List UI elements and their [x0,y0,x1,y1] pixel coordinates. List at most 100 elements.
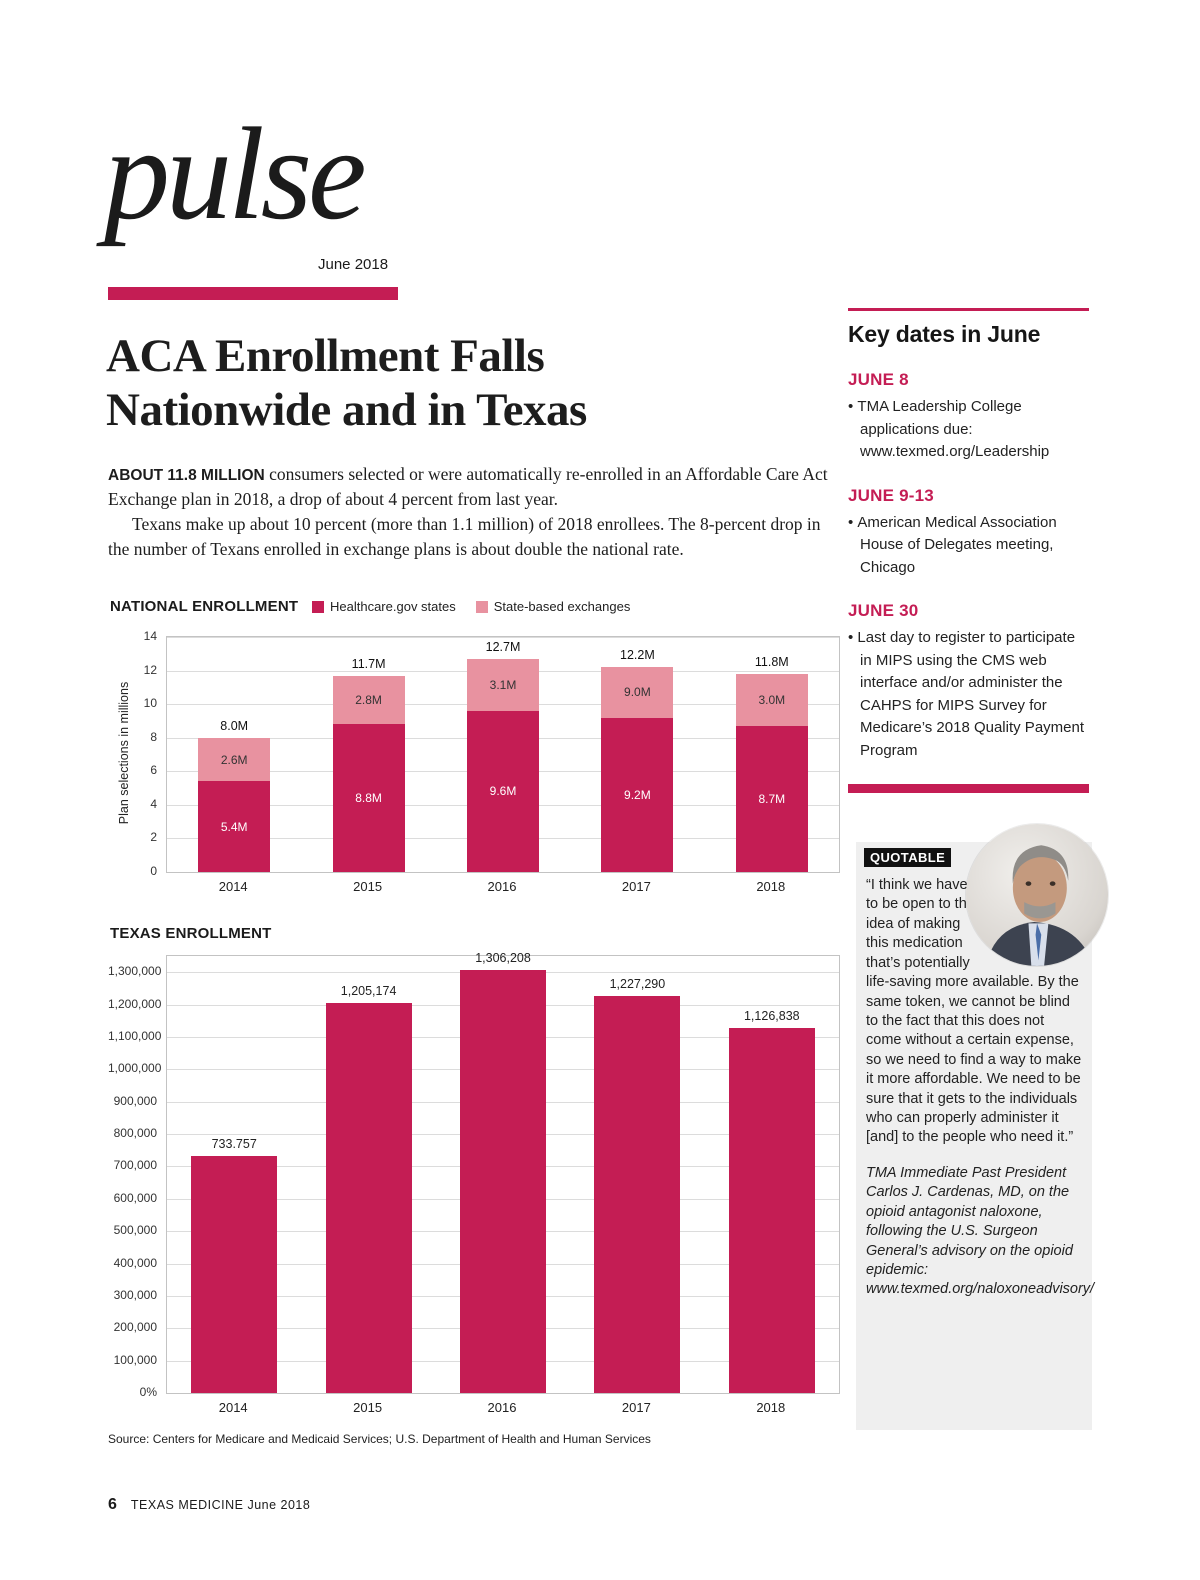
bar-segment-2017: 9.0M [601,667,674,718]
texas-chart-title: TEXAS ENROLLMENT [110,925,272,942]
key-dates-sidebar: Key dates in June JUNE 8 TMA Leadership … [848,308,1089,793]
bar-segment-label: 9.0M [624,685,651,700]
y-tick-label: 1,000,000 [108,1061,162,1076]
x-tick-label: 2018 [756,1400,786,1415]
quotable-photo [966,824,1108,966]
bar-segment-2016 [460,970,546,1393]
quote-body: “I think we have to be open to the idea … [866,877,1082,1146]
bar-value-label: 1,306,208 [475,951,531,966]
article-lead: ABOUT 11.8 MILLION consumers selected or… [108,462,838,512]
y-tick-label: 200,000 [113,1320,157,1335]
x-tick-label: 2016 [487,1400,517,1415]
x-tick-label: 2018 [756,879,786,894]
article-paragraph-2: Texans make up about 10 percent (more th… [108,514,821,559]
bar-segment-label: 2.6M [220,752,248,767]
texas-enrollment-chart: TEXAS ENROLLMENT 733.757 1,205,174 1,306,2… [108,925,843,1430]
y-tick-label: 100,000 [113,1352,157,1367]
bar-segment-label: 3.0M [758,693,786,707]
bar-segment-2018: 8.7M [735,726,808,872]
bar-segment-2014 [191,1155,278,1393]
gridline [167,637,839,638]
bar-segment-label: 9.2M [624,787,651,802]
key-date-june-30: JUNE 30 Last day to register to particip… [848,601,1089,762]
article-title: ACA Enrollment Falls Nationwide and in Te… [106,330,846,437]
y-tick-label: 900,000 [113,1093,157,1108]
article-lead-bold: ABOUT 11.8 MILLION [108,467,265,484]
bar-value-label: 733.757 [211,1136,257,1151]
x-tick-label: 2016 [487,879,517,894]
brand-rule [108,287,398,300]
page-footer: 6 TEXAS MEDICINE June 2018 [108,1496,310,1514]
bar-value-label: 1,126,838 [743,1009,800,1024]
bar-total-label: 12.2M [620,648,655,663]
y-tick-label: 12 [143,662,157,677]
legend-label-healthcaregov: Healthcare.gov states [330,599,456,614]
bar-segment-2014: 2.6M [198,737,271,782]
bar-segment-2015: 8.8M [332,724,405,872]
event-date: JUNE 30 [848,601,919,620]
y-tick-label: 1,200,000 [108,996,162,1011]
national-enrollment-chart: NATIONAL ENROLLMENT Healthcare.gov state… [108,598,843,916]
event-description: American Medical Association House of De… [848,512,1089,580]
legend-item-healthcaregov: Healthcare.gov states [312,599,456,614]
x-tick-label: 2015 [353,879,383,894]
y-tick-label: 8 [150,729,157,744]
bar-segment-2016: 9.6M [467,710,539,872]
issue-date: June 2018 [318,256,389,273]
chart-plot-area: 5.4M 2.6M 8.0M 8.8M 2.8M 11.7M 9.6M 3.1M 12.7M 9.… [166,636,840,873]
x-tick-label: 2017 [621,879,651,894]
y-tick-label: 4 [150,796,157,811]
chart-legend: Healthcare.gov states State-based exchan… [312,599,630,614]
quote-text: “I think we have to be open to the idea … [866,876,1082,1148]
bar-total-label: 11.7M [351,656,386,671]
x-tick-label: 2014 [218,879,248,894]
quotable-label: QUOTABLE [864,848,952,867]
y-tick-label: 800,000 [113,1126,157,1140]
article-title-line1: ACA Enrollment Falls [106,330,545,382]
event-description: Last day to register to participate in M… [848,627,1089,762]
event-date: JUNE 8 [848,370,909,389]
key-date-june-8: JUNE 8 TMA Leadership College applicatio… [848,370,1089,464]
bar-segment-2015: 2.8M [332,675,405,725]
bar-segment-label: 8.8M [355,791,382,806]
legend-item-state-based: State-based exchanges [475,599,630,614]
national-chart-title: NATIONAL ENROLLMENT [110,598,299,615]
y-tick-label: 10 [143,696,157,711]
bar-total-label: 12.7M [485,639,521,654]
article-lead-rest: consumers selected or were automatically… [108,464,828,509]
portrait-illustration [966,824,1108,966]
bar-segment-label: 5.4M [220,819,248,834]
y-tick-label: 1,100,000 [108,1028,162,1043]
y-tick-label: 0 [150,864,157,878]
bar-segment-label: 9.6M [489,784,517,799]
bar-segment-label: 3.1M [489,677,517,692]
pulse-logo: pulse [104,100,367,247]
bar-segment-2015 [325,1002,412,1393]
x-tick-label: 2015 [353,1400,383,1415]
sidebar-title: Key dates in June [848,321,1041,347]
bar-segment-2017: 9.2M [601,717,674,872]
bar-segment-2017 [594,995,681,1393]
legend-swatch-healthcaregov [312,600,324,613]
quote-attribution: TMA Immediate Past President Carlos J. C… [866,1164,1095,1298]
article-title-line2: Nationwide and in Texas [106,383,587,436]
y-tick-label: 14 [143,629,157,643]
bar-segment-2018 [728,1028,815,1393]
y-tick-label: 500,000 [113,1223,157,1238]
bar-segment-2014: 5.4M [198,781,271,872]
bar-segment-2016: 3.1M [467,658,539,711]
bar-total-label: 8.0M [220,718,249,733]
bar-total-label: 11.8M [754,654,789,669]
x-tick-label: 2017 [621,1400,651,1415]
bar-value-label: 1,205,174 [340,983,397,998]
y-tick-label: 2 [150,830,157,845]
y-tick-label: 700,000 [113,1158,157,1173]
sidebar-top-rule [848,308,1089,311]
chart-plot-area: 733.757 1,205,174 1,306,208 1,227,290 1,126,… [166,951,840,1394]
legend-swatch-state-based [475,600,488,613]
page-number: 6 [108,1496,117,1513]
y-tick-label: 400,000 [113,1255,157,1270]
y-tick-label: 6 [150,763,157,778]
bar-segment-label: 8.7M [758,792,786,806]
